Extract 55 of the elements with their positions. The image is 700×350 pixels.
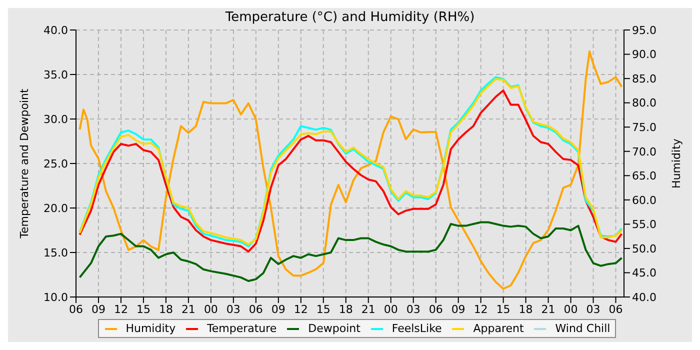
legend-label: Temperature: [206, 322, 277, 335]
x-tick-label: 15: [316, 302, 330, 316]
x-tick-label: 21: [361, 302, 376, 316]
x-tick-label: 00: [204, 302, 218, 316]
x-tick-label: 03: [226, 302, 240, 316]
legend-label: Humidity: [124, 322, 176, 335]
x-tick-label: 00: [384, 302, 398, 316]
line-series: [78, 221, 623, 282]
x-tick-label: 03: [586, 302, 600, 316]
y2-tick-label: 80.0: [632, 96, 656, 110]
y2-tick-label: 50.0: [632, 242, 656, 256]
x-tick-label: 03: [406, 302, 420, 316]
x-tick-label: 15: [136, 302, 150, 316]
y2-tick-label: 55.0: [632, 218, 656, 232]
x-tick-label: 09: [451, 302, 466, 316]
x-tick-label: 09: [91, 302, 106, 316]
y-tick-label: 10.0: [44, 290, 68, 304]
x-tick-label: 00: [564, 302, 578, 316]
x-tick-label: 06: [248, 302, 263, 316]
x-tick-label: 06: [69, 302, 83, 316]
y2-tick-label: 45.0: [632, 266, 656, 280]
x-tick-label: 15: [496, 302, 510, 316]
y2-tick-label: 65.0: [632, 170, 656, 183]
y2-tick-label: 60.0: [632, 194, 656, 207]
y-axis-title: Temperature and Dewpoint: [18, 88, 31, 240]
x-tick-label: 18: [518, 302, 533, 316]
y2-tick-label: 90.0: [632, 48, 656, 62]
x-tick-label: 21: [181, 302, 196, 316]
y-tick-label: 40.0: [44, 24, 68, 37]
y-tick-label: 15.0: [44, 246, 68, 260]
x-tick-label: 12: [474, 302, 488, 316]
x-tick-label: 06: [428, 302, 443, 316]
y-tick-label: 35.0: [44, 68, 68, 82]
legend-label: FeelsLike: [390, 322, 442, 335]
x-tick-label: 18: [338, 302, 353, 316]
y2-tick-label: 75.0: [632, 120, 656, 134]
y-tick-label: 20.0: [44, 202, 68, 215]
legend-label: Wind Chill: [554, 322, 610, 335]
y2-tick-label: 40.0: [632, 290, 656, 304]
y2-axis-title: Humidity: [670, 138, 683, 188]
y2-tick-label: 85.0: [632, 72, 656, 86]
x-tick-label: 18: [158, 302, 173, 316]
legend-label: Dewpoint: [307, 322, 360, 335]
x-tick-label: 12: [294, 302, 308, 316]
x-tick-label: 12: [114, 302, 128, 316]
x-tick-label: 09: [271, 302, 286, 316]
line-series: [78, 50, 623, 290]
chart-title: Temperature (°C) and Humidity (RH%): [225, 10, 475, 25]
y-tick-label: 25.0: [44, 157, 68, 170]
legend-label: Apparent: [472, 322, 524, 335]
y2-tick-label: 95.0: [632, 24, 656, 37]
x-tick-label: 06: [608, 302, 623, 316]
y2-tick-label: 70.0: [632, 145, 656, 158]
x-tick-label: 21: [541, 302, 556, 316]
y-tick-label: 30.0: [44, 112, 68, 126]
